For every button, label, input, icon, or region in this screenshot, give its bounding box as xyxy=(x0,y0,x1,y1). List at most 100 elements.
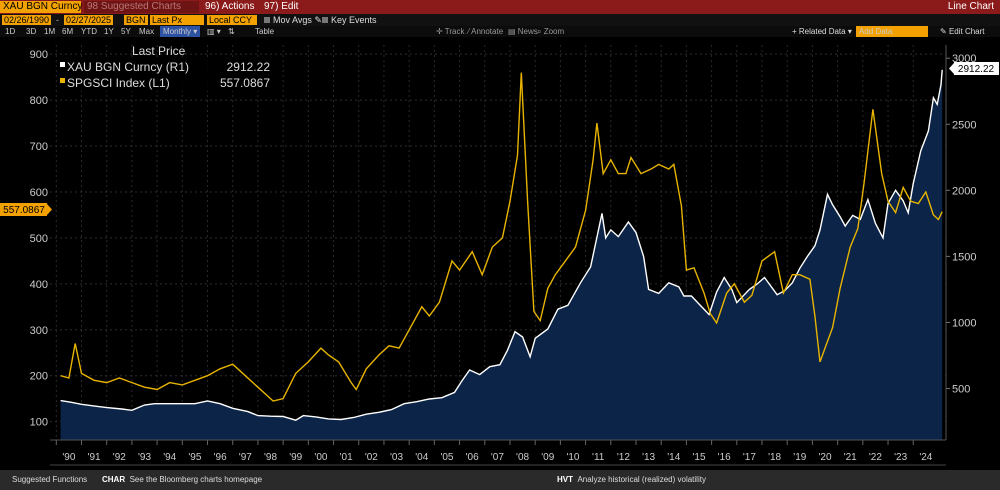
line-chart[interactable]: 100 200 300 400 500 600 700 800 900 500 1000 1500 2… xyxy=(0,37,1000,470)
period-6m[interactable]: 6M xyxy=(62,27,74,36)
mov-avgs-toggle[interactable]: Mov Avgs ✎ xyxy=(264,15,322,25)
news-label: News xyxy=(517,27,538,36)
edit-menu[interactable]: 97) Edit xyxy=(264,1,299,12)
chart-type-icon[interactable]: ▥ ▾ xyxy=(207,27,221,36)
x-axis-tick-label: '92 xyxy=(113,452,126,463)
key-events-checkbox-icon xyxy=(322,17,328,23)
legend: Last Price XAU BGN Curncy (R1) 2912.22 S… xyxy=(58,44,272,91)
period-ytd[interactable]: YTD xyxy=(81,27,97,36)
x-axis-tick-label: '07 xyxy=(491,452,504,463)
frequency-label: Monthly xyxy=(163,27,192,36)
x-axis-tick-label: '12 xyxy=(617,452,630,463)
period-bar: 1D 3D 1M 6M YTD 1Y 5Y Max Monthly ▾ ▥ ▾ … xyxy=(0,26,1000,37)
add-data-input[interactable]: Add Data xyxy=(856,26,928,37)
currency-select[interactable]: Local CCY xyxy=(207,15,257,25)
end-date-input[interactable]: 02/27/2025 xyxy=(64,15,114,25)
start-date-input[interactable]: 02/26/1990 xyxy=(2,15,52,25)
period-1d[interactable]: 1D xyxy=(5,27,16,36)
actions-menu[interactable]: 96) Actions xyxy=(205,1,255,12)
x-axis-tick-label: '14 xyxy=(667,452,680,463)
period-5y[interactable]: 5Y xyxy=(121,27,131,36)
zoom-label: Zoom xyxy=(543,27,565,36)
x-axis-tick-label: '90 xyxy=(62,452,75,463)
left-axis-tick-label: 900 xyxy=(30,49,48,61)
chart-style-icon[interactable]: ⇅ xyxy=(228,27,235,36)
footer-text: Analyze historical (realized) volatility xyxy=(577,475,706,484)
suggested-charts-button[interactable]: 98 Suggested Charts xyxy=(84,1,199,13)
pencil-icon: ✎ xyxy=(311,15,322,25)
footer-hvt-link[interactable]: HVT Analyze historical (realized) volati… xyxy=(557,474,706,486)
period-max[interactable]: Max xyxy=(139,27,155,36)
x-axis-tick-label: '01 xyxy=(340,452,353,463)
edit-chart-button[interactable]: ✎ Edit Chart xyxy=(940,27,985,36)
x-axis-tick-label: '09 xyxy=(541,452,554,463)
period-1y[interactable]: 1Y xyxy=(104,27,114,36)
legend-heading: Last Price xyxy=(132,44,186,58)
x-axis-tick-label: '18 xyxy=(768,452,781,463)
x-axis-tick-label: '97 xyxy=(239,452,252,463)
period-3d[interactable]: 3D xyxy=(26,27,37,36)
x-axis-tick-label: '17 xyxy=(743,452,756,463)
key-events-label: Key Events xyxy=(331,15,377,25)
footer-text: See the Bloomberg charts homepage xyxy=(129,475,263,484)
x-axis-tick-label: '11 xyxy=(592,452,605,463)
key-events-toggle[interactable]: Key Events xyxy=(322,15,377,25)
legend-swatch-gsci xyxy=(60,78,65,83)
gold-area-fill xyxy=(60,69,943,441)
right-axis-tick-label: 500 xyxy=(952,383,970,395)
footer-code: HVT xyxy=(557,475,573,484)
left-axis: 100 200 300 400 500 600 700 800 900 xyxy=(30,49,48,428)
source-select[interactable]: BGN xyxy=(124,15,148,25)
x-axis-tick-label: '95 xyxy=(188,452,201,463)
related-data-button[interactable]: + Related Data ▾ xyxy=(792,27,852,36)
x-axis-tick-label: '08 xyxy=(516,452,529,463)
x-axis-tick-label: '99 xyxy=(289,452,302,463)
x-axis-tick-label: '19 xyxy=(793,452,806,463)
mov-avgs-checkbox-icon xyxy=(264,17,270,23)
gsci-last-value-badge: 557.0867 xyxy=(0,203,52,216)
gsci-last-value: 557.0867 xyxy=(3,205,45,216)
news-tool[interactable]: ▤ News xyxy=(508,27,538,36)
x-axis-tick-label: '05 xyxy=(440,452,453,463)
frequency-select[interactable]: Monthly ▾ xyxy=(160,26,201,37)
x-axis-tick-label: '23 xyxy=(894,452,907,463)
annotate-tool[interactable]: ⁄ Annotate xyxy=(468,27,504,36)
legend-value-gold: 2912.22 xyxy=(227,60,271,74)
x-axis-tick-label: '06 xyxy=(466,452,479,463)
legend-label-gold: XAU BGN Curncy (R1) xyxy=(67,60,189,74)
x-axis-tick-label: '24 xyxy=(919,452,932,463)
footer-bar: Suggested Functions CHAR See the Bloombe… xyxy=(0,470,1000,490)
footer-code: CHAR xyxy=(102,475,126,484)
date-separator: - xyxy=(56,15,59,25)
left-axis-tick-label: 600 xyxy=(30,187,48,199)
ticker-field[interactable]: XAU BGN Curncy xyxy=(0,1,82,13)
x-axis-tick-label: '16 xyxy=(718,452,731,463)
period-1m[interactable]: 1M xyxy=(44,27,56,36)
right-axis-tick-label: 1500 xyxy=(952,251,976,263)
footer-char-link[interactable]: CHAR See the Bloomberg charts homepage xyxy=(102,474,262,486)
gold-last-value: 2912.22 xyxy=(958,64,995,75)
left-axis-tick-label: 500 xyxy=(30,233,48,245)
x-axis-tick-label: '22 xyxy=(869,452,882,463)
track-label: Track xyxy=(444,27,465,36)
header-bar: XAU BGN Curncy 98 Suggested Charts 96) A… xyxy=(0,0,1000,14)
right-axis-tick-label: 2000 xyxy=(952,185,976,197)
x-axis-tick-label: '00 xyxy=(314,452,327,463)
mov-avgs-label: Mov Avgs xyxy=(273,15,312,25)
x-axis-tick-label: '91 xyxy=(88,452,101,463)
zoom-tool[interactable]: ⌕ Zoom xyxy=(537,27,565,36)
field-select[interactable]: Last Px xyxy=(150,15,204,25)
x-axis-tick-label: '02 xyxy=(365,452,378,463)
x-axis-tick-label: '15 xyxy=(692,452,705,463)
table-toggle[interactable]: Table xyxy=(255,27,275,36)
x-axis: '90 '91 '92 '93 '94 '95 '96 '97 '98 '99 '00 '01 '02 '… xyxy=(55,440,933,463)
track-tool[interactable]: ✛ Track xyxy=(436,27,465,36)
legend-value-gsci: 557.0867 xyxy=(220,76,270,90)
left-axis-tick-label: 200 xyxy=(30,371,48,383)
x-axis-tick-label: '20 xyxy=(818,452,831,463)
left-axis-tick-label: 800 xyxy=(30,95,48,107)
x-axis-tick-label: '93 xyxy=(138,452,151,463)
left-axis-tick-label: 700 xyxy=(30,141,48,153)
x-axis-tick-label: '10 xyxy=(566,452,579,463)
left-axis-tick-label: 400 xyxy=(30,279,48,291)
